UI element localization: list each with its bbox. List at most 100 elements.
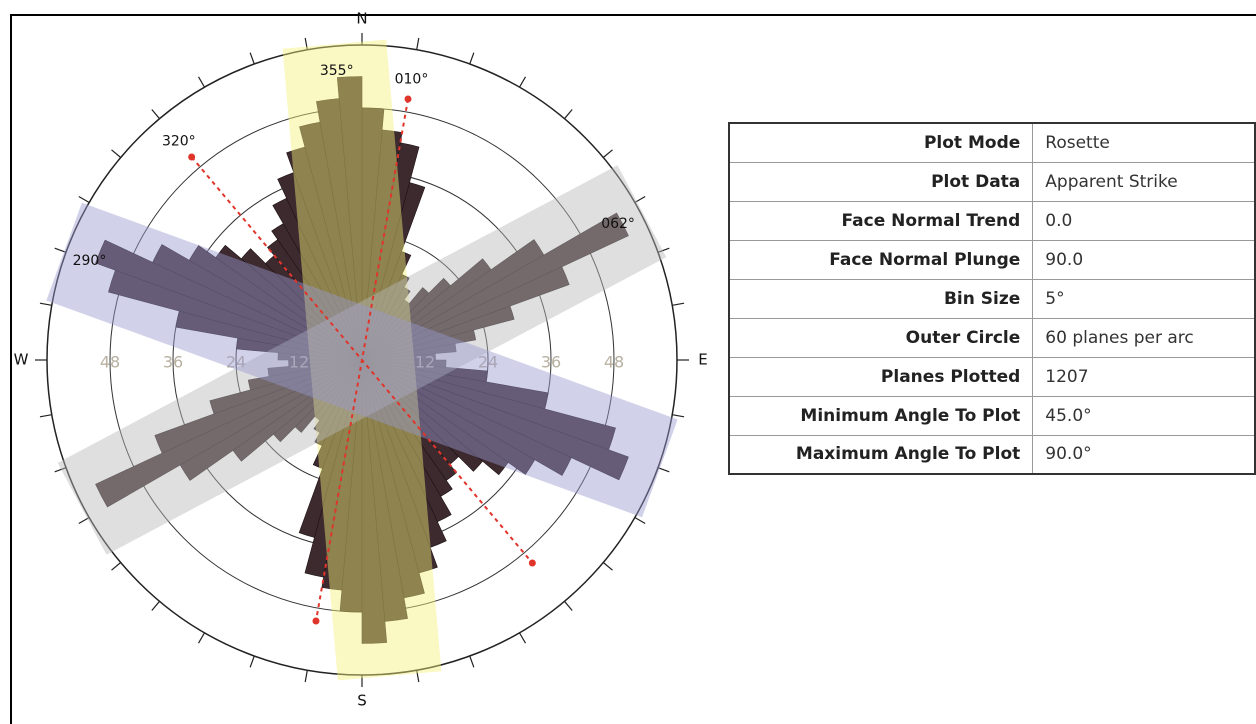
compass-tick [602,562,613,571]
rose-bar [361,305,515,361]
rose-bar [215,244,363,361]
compass-tick [39,414,52,418]
setting-value: 60 planes per arc [1032,317,1256,358]
compass-tick [518,632,527,644]
rose-bar [361,286,411,361]
settings-table: Plot Mode Rosette Plot Data Apparent Strike… [728,122,1256,475]
ring-label: 48 [100,353,120,372]
rose-bar [267,359,363,377]
setting-value: 0.0 [1032,200,1256,241]
compass-tick [672,302,685,306]
setting-value: 45.0° [1032,395,1256,436]
setting-value: 90.0 [1032,239,1256,280]
table-row: Face Normal Trend 0.0 [728,200,1256,241]
compass-tick [111,149,122,158]
compass-tick [634,516,646,525]
compass-tick [564,109,573,120]
direction-label: W [14,351,29,369]
setting-name: Face Normal Trend [728,200,1034,241]
setting-value: 90.0° [1032,434,1256,475]
ring-label: 12 [289,353,309,372]
compass-tick [249,52,255,65]
compass-tick [672,414,685,418]
setting-name: Bin Size [728,278,1034,319]
direction-label: S [357,692,367,710]
direction-label: E [698,351,707,369]
compass-tick [151,600,160,611]
rose-bar [152,244,363,361]
rose-bar [361,359,509,476]
set-label: 062° [601,216,635,232]
compass-tick [78,516,90,525]
compass-tick [54,247,67,253]
compass-tick [39,302,52,306]
rose-bar [361,182,426,361]
rose-bar [361,266,570,361]
set-label: 290° [73,253,107,269]
arrow-head [188,153,196,161]
compass-tick [416,670,420,683]
setting-name: Plot Data [728,161,1034,202]
rose-bar [361,212,629,361]
rose-bar [361,359,536,475]
table-row: Bin Size 5° [728,278,1256,319]
table-row: Planes Plotted 1207 [728,356,1256,397]
compass-tick [416,37,420,50]
rose-bar [313,359,363,434]
rose-bar [95,239,363,361]
rose-bar [314,359,363,447]
compass-tick [304,670,308,683]
arrow-label: 010° [395,71,429,87]
rose-bar [298,359,363,538]
table-row: Outer Circle 60 planes per arc [728,317,1256,358]
rose-bar [361,343,457,361]
rose-bar [361,359,388,644]
ring-label: 36 [163,353,183,372]
compass-tick [564,600,573,611]
arrow-head [528,559,536,567]
compass-tick [151,109,160,120]
rose-bar [209,359,363,415]
rose-diagram: 12 12 24 24 36 36 48 48 355° 062° 290° 320° 010° N E S W [14,10,708,710]
table-row: Face Normal Plunge 90.0 [728,239,1256,280]
rose-bar [361,359,572,476]
setting-name: Plot Mode [728,122,1034,163]
rose-bar [247,359,363,391]
compass-tick [197,76,206,88]
setting-name: Maximum Angle To Plot [728,434,1034,475]
setting-value: Rosette [1032,122,1256,163]
compass-tick [634,195,646,204]
setting-value: Apparent Strike [1032,161,1256,202]
compass-tick [197,632,206,644]
rose-bar [361,359,629,481]
compass-tick [469,52,475,65]
table-row: Maximum Angle To Plot 90.0° [728,434,1256,475]
setting-value: 5° [1032,278,1256,319]
rose-bar [361,251,412,361]
ring-label: 48 [604,353,624,372]
compass-tick [111,562,122,571]
setting-value: 1207 [1032,356,1256,397]
direction-label: N [356,10,367,28]
setting-name: Planes Plotted [728,356,1034,397]
setting-name: Outer Circle [728,317,1034,358]
rose-bar [188,245,363,361]
arrow-head [404,95,412,103]
compass-tick [657,467,670,473]
set-label: 355° [320,63,354,79]
rose-bar [154,359,363,454]
setting-name: Face Normal Plunge [728,239,1034,280]
arrow-label: 320° [162,134,196,150]
compass-tick [304,37,308,50]
ring-label: 24 [226,353,246,372]
compass-tick [249,655,255,668]
rose-bar [95,359,363,508]
rose-bar [361,329,477,361]
rose-bar [361,359,484,472]
set-arrow [314,98,410,622]
table-row: Plot Data Apparent Strike [728,161,1256,202]
compass-tick [469,655,475,668]
table-row: Minimum Angle To Plot 45.0° [728,395,1256,436]
arrow-head [312,617,320,625]
